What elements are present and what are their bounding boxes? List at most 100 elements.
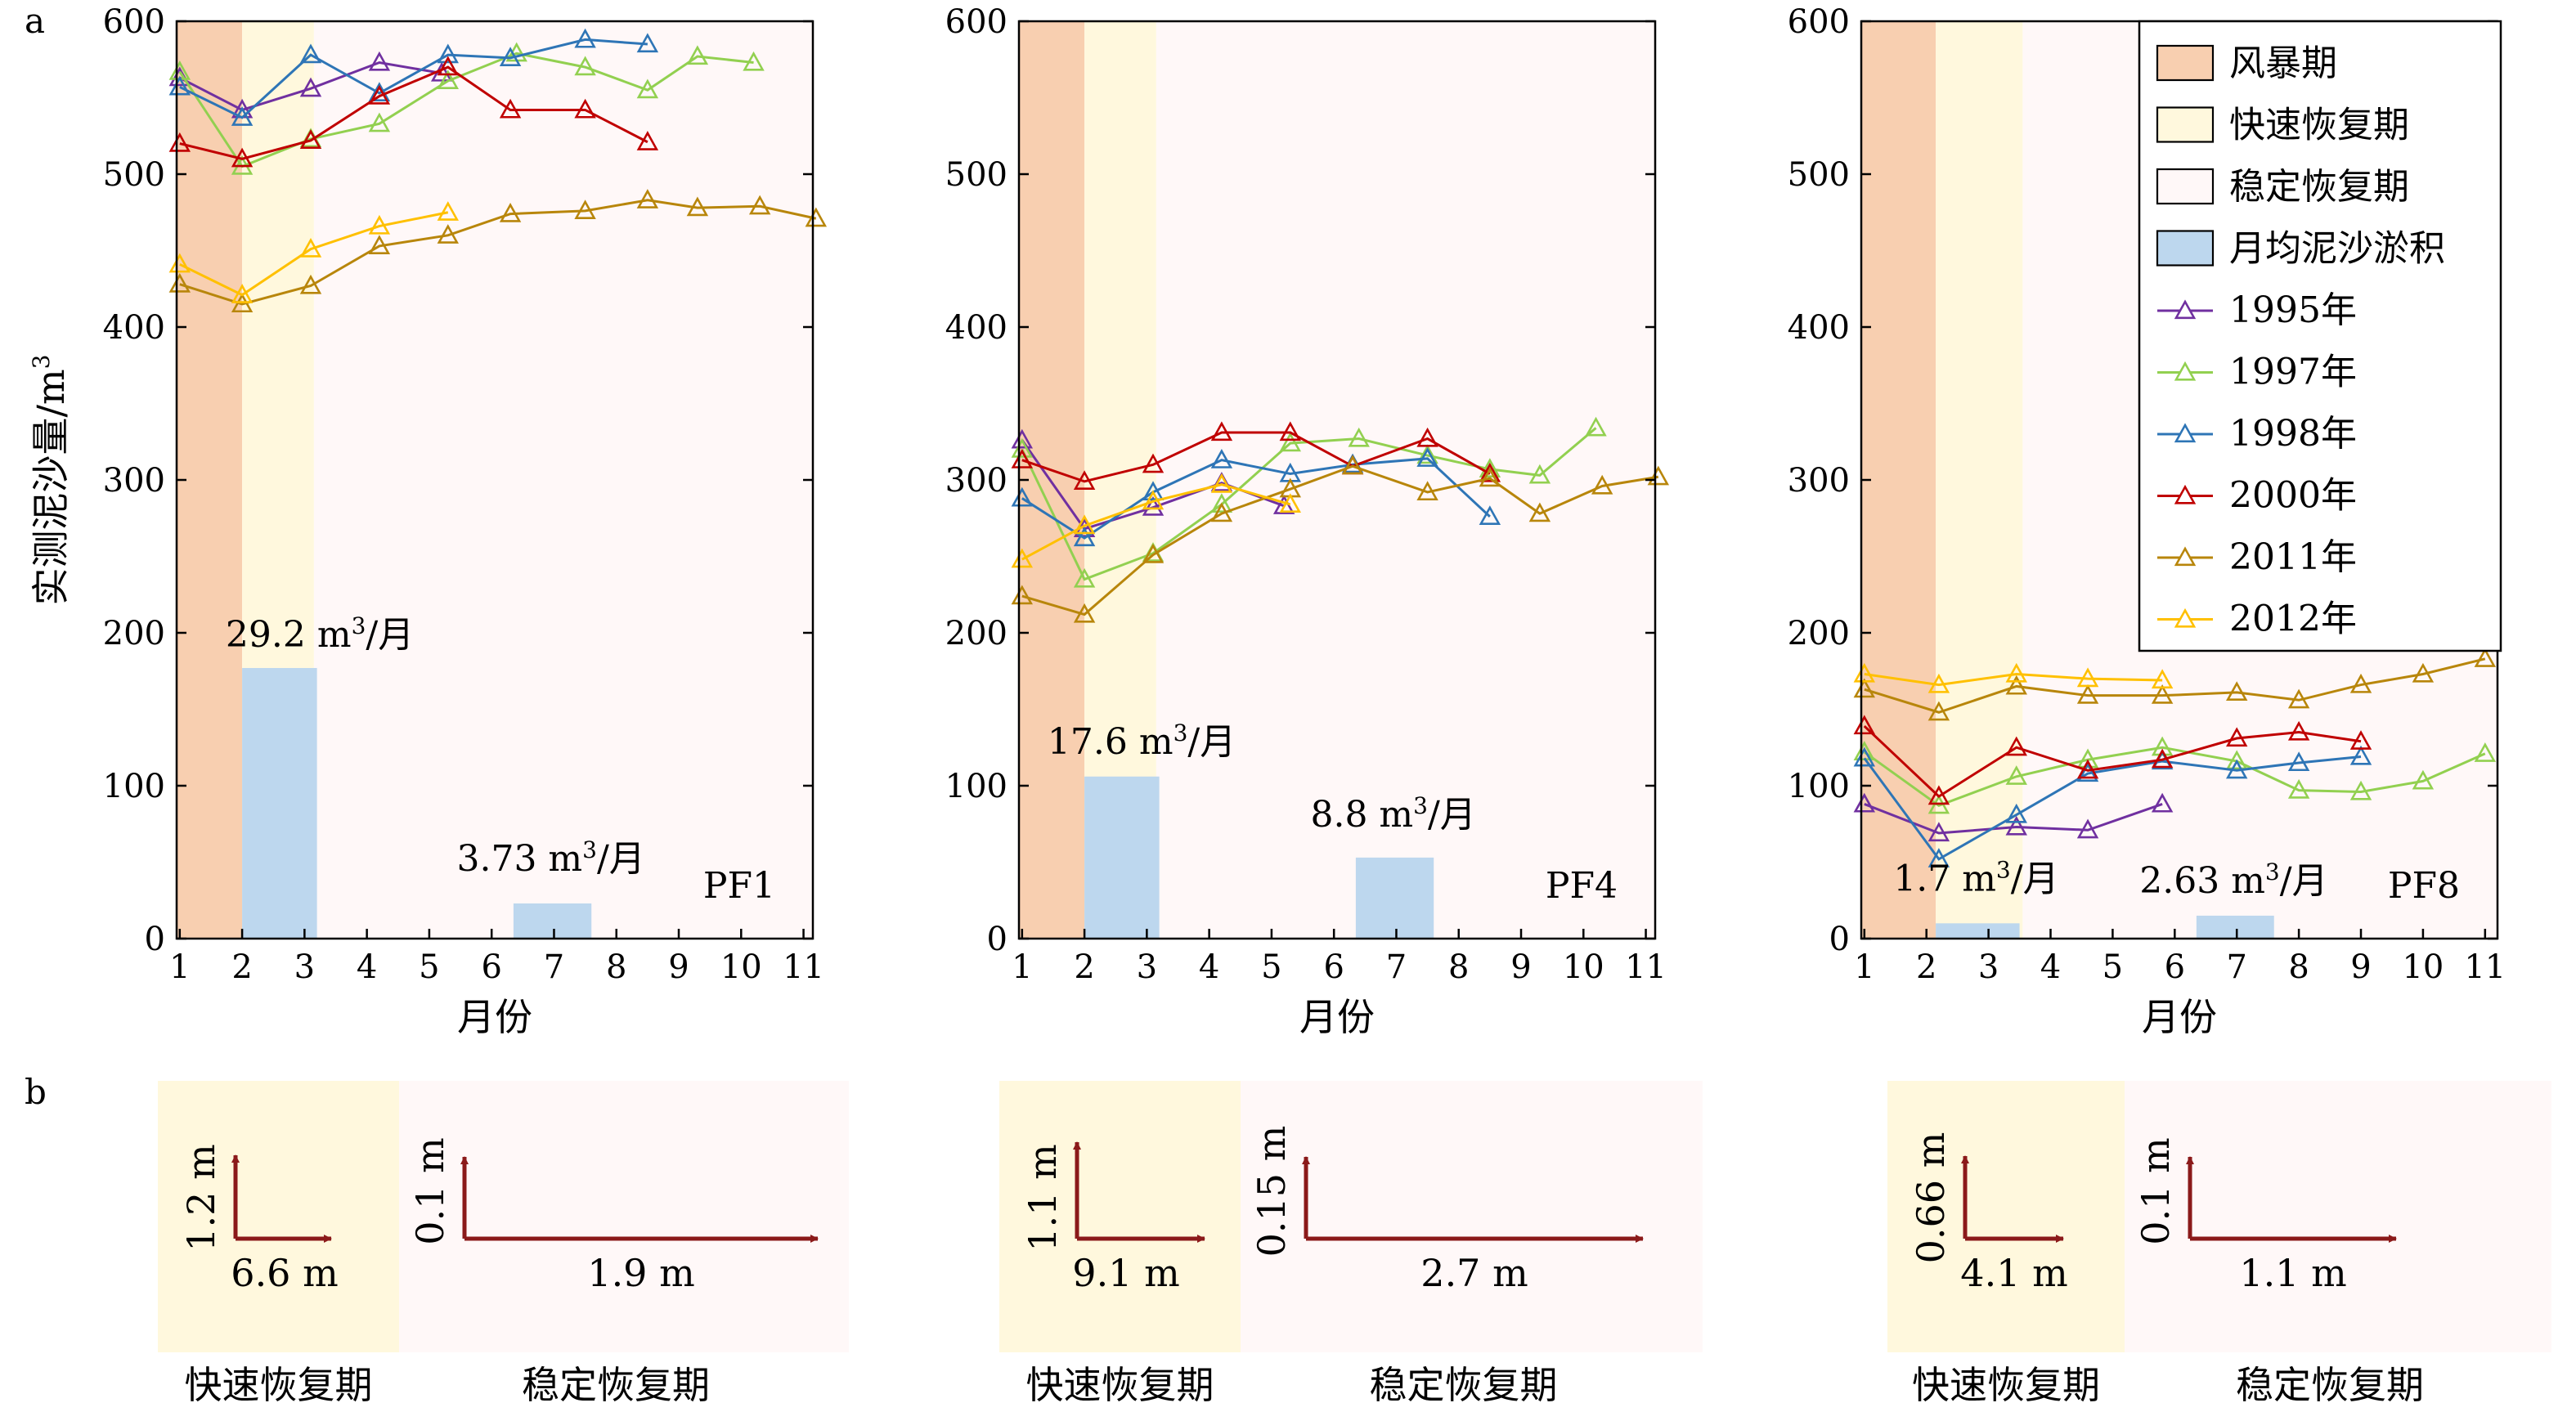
- recovery-vector-block: 0.66 m4.1 m 0.1 m 1.1 m 快速恢复期 稳定恢复期: [1887, 1081, 2551, 1407]
- x-tick-label: 4: [2040, 948, 2061, 986]
- data-point-2011: [1210, 502, 1233, 522]
- series-line-1997: [1863, 746, 2486, 807]
- data-point-2012: [299, 237, 322, 258]
- data-point-1998: [2005, 803, 2027, 823]
- data-point-1995: [299, 77, 322, 97]
- data-point-2012: [231, 284, 254, 303]
- data-point-1998: [499, 47, 522, 66]
- y-tick-label: 400: [945, 309, 1008, 347]
- data-point-2011: [2412, 662, 2435, 683]
- series-line-1998: [1863, 755, 2362, 861]
- data-point-2000: [574, 98, 596, 119]
- data-point-1995: [368, 51, 391, 71]
- bar-label-value: 1.7 m: [1893, 858, 1996, 899]
- data-point-2011: [1647, 465, 1670, 486]
- data-point-2011: [168, 272, 191, 293]
- legend-marker-1997: [2174, 361, 2197, 381]
- bar-label-suffix: /月: [2280, 860, 2328, 902]
- data-point-2000: [1011, 449, 1034, 468]
- bar-label: 17.6 m3/月: [1048, 719, 1236, 763]
- series-line-1998: [179, 38, 648, 119]
- x-tick-label: 3: [1137, 948, 1157, 986]
- x-tick-label: 10: [2402, 948, 2444, 986]
- y-axis-label-sup: 3: [28, 355, 55, 370]
- y-tick-label: 300: [945, 462, 1008, 500]
- data-point-1995: [2076, 818, 2099, 839]
- stable-vertical-label: 0.1 m: [2134, 1137, 2178, 1244]
- storm-period-band: [177, 21, 243, 939]
- data-point-2000: [1073, 470, 1096, 490]
- data-point-1998: [1210, 449, 1233, 468]
- series-line-2012: [1021, 483, 1291, 561]
- recovery-vector-block: 1.1 m9.1 m 0.15 m 2.7 m 快速恢复期 稳定恢复期: [999, 1081, 1703, 1407]
- sediment-bar: [1936, 923, 2020, 939]
- legend-label: 2012年: [2229, 598, 2357, 640]
- data-point-2012: [2151, 669, 2174, 689]
- x-tick-label: 3: [1978, 948, 1999, 986]
- legend-marker-2000: [2174, 484, 2197, 504]
- data-point-1998: [437, 43, 460, 64]
- stable-vertical-label: 0.15 m: [1250, 1126, 1294, 1257]
- legend-label: 2011年: [2229, 536, 2357, 578]
- x-tick-label: 1: [1854, 948, 1874, 986]
- storm-period-band: [1019, 21, 1085, 939]
- data-point-1997: [1416, 444, 1438, 464]
- stable-recovery-caption: 稳定恢复期: [2236, 1363, 2424, 1407]
- bar-label-sup: 3: [1413, 792, 1428, 819]
- storm-period-band: [1861, 21, 1936, 939]
- x-tick-label: 1: [169, 948, 190, 986]
- y-tick-label: 0: [1829, 921, 1850, 958]
- data-point-2011: [1591, 474, 1613, 495]
- series-line-2012: [1864, 672, 2163, 687]
- stable-horizontal-label: 2.7 m: [1420, 1251, 1528, 1295]
- series-line-2012: [179, 211, 449, 297]
- data-point-1998: [368, 82, 391, 101]
- data-point-1995: [2151, 792, 2174, 813]
- data-point-1998: [2349, 745, 2372, 765]
- sediment-bar: [513, 903, 592, 939]
- data-point-1997: [2474, 742, 2497, 762]
- data-point-1997: [1279, 432, 1302, 452]
- series-line-1995: [179, 61, 442, 112]
- data-point-2011: [2076, 684, 2099, 704]
- data-point-2012: [1011, 548, 1034, 568]
- data-point-2011: [2349, 673, 2372, 693]
- data-point-2011: [2005, 675, 2027, 695]
- data-point-2012: [1928, 673, 1950, 693]
- data-point-1997: [368, 112, 391, 132]
- legend-label: 月均泥沙淤积: [2229, 228, 2445, 270]
- series-line-1997: [178, 52, 754, 168]
- data-point-2011: [1341, 455, 1364, 475]
- series-line-1997: [1021, 427, 1597, 581]
- legend-marker-1998: [2174, 423, 2197, 443]
- data-point-1997: [686, 45, 709, 65]
- series-line-1998: [1021, 457, 1491, 540]
- data-point-2000: [1279, 421, 1302, 442]
- fast-horizontal-label: 6.6 m: [231, 1251, 338, 1295]
- bar-label-sup: 3: [1174, 719, 1188, 746]
- data-point-1998: [1142, 481, 1165, 501]
- data-point-1997: [1011, 437, 1034, 458]
- data-point-1998: [1928, 848, 1950, 867]
- data-point-2011: [299, 274, 322, 294]
- fast-vertical-label: 0.66 m: [1909, 1132, 1953, 1264]
- x-tick-label: 6: [2165, 948, 2185, 986]
- recovery-vector-block: 1.2 m6.6 m 0.1 m 1.9 m 快速恢复期 稳定恢复期: [158, 1081, 849, 1407]
- chart-PF8: 1.7 m3/月 2.63 m3/月 PF801002003004005006001…: [1788, 3, 2506, 1039]
- fast-horizontal-label: 9.1 m: [1072, 1251, 1179, 1295]
- data-point-2012: [437, 201, 460, 221]
- data-point-2000: [437, 56, 460, 76]
- sediment-bar: [1355, 857, 1434, 939]
- bar-label-value: 29.2 m: [226, 614, 352, 656]
- x-axis-label: 月份: [2142, 995, 2217, 1039]
- stable-period-band: [1156, 21, 1655, 939]
- x-tick-label: 2: [231, 948, 252, 986]
- bar-label-suffix: /月: [2011, 858, 2059, 899]
- data-point-2000: [2076, 759, 2099, 779]
- bar-label-suffix: /月: [597, 838, 645, 880]
- data-point-1997: [743, 51, 765, 71]
- stable-vertical-label: 0.1 m: [408, 1137, 452, 1244]
- fast-horizontal-label: 4.1 m: [1960, 1251, 2067, 1295]
